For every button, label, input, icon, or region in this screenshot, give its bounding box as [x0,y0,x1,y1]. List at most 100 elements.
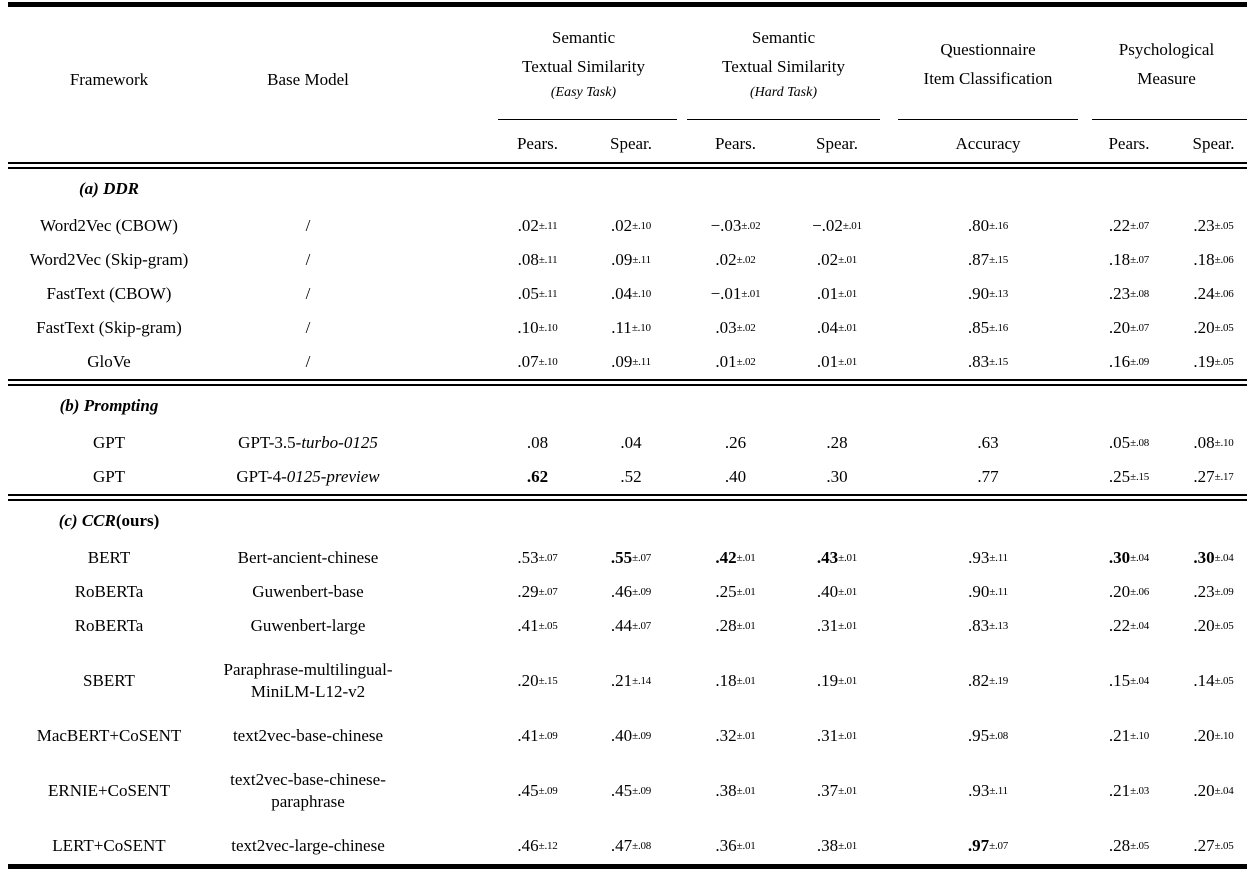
metric-cell: .44 ±.07 [585,609,677,643]
header-group-questionnaire: Questionnaire Item Classification [890,7,1086,120]
metric-value: .04 [610,284,633,303]
metric-std: ±.09 [538,785,558,797]
metric-std: ±.04 [1214,785,1234,797]
metric-cell: .25 ±.15 [1086,460,1172,494]
metric-value: .19 [816,671,839,690]
metric-std: ±.01 [838,254,858,266]
metric-std: ±.11 [632,254,651,266]
section-row: (b) Prompting [8,386,1247,426]
group-title-line: Questionnaire [940,39,1036,59]
metric-value: .20 [1193,726,1215,745]
table-row: RoBERTa Guwenbert-large .41 ±.05.44 ±.07.28 ±… [8,609,1247,643]
metric-std: ±.13 [989,288,1009,300]
metric-value: .20 [1108,318,1131,337]
metric-cell: .19 ±.05 [1172,345,1247,379]
metric-value: .42 [715,548,737,567]
metric-cell: .09 ±.11 [585,345,677,379]
metric-cell: .40 ±.01 [784,575,890,609]
metric-value: .45 [610,781,633,800]
base-model-cell: / [210,277,490,311]
table-row: Word2Vec (Skip-gram) / .08 ±.11.09 ±.11.02 ±.… [8,243,1247,277]
base-model-cell: / [210,311,490,345]
framework-cell: GPT [92,467,126,486]
metric-std: ±.10 [538,356,558,368]
table-header: Framework Base Model Semantic Textual Si… [8,7,1247,162]
metric-value: .20 [1193,781,1215,800]
metric-cell: .20 ±.06 [1086,575,1172,609]
metric-value: .19 [1193,352,1215,371]
metric-value: .09 [611,250,633,269]
group-subtitle: (Easy Task) [550,84,617,100]
metric-std: ±.01 [736,840,756,852]
metric-cell: .20 ±.04 [1172,753,1247,829]
metric-cell: .29 ±.07 [490,575,585,609]
metric-value: .62 [526,467,549,486]
metric-std: ±.01 [838,785,858,797]
metric-value: .10 [517,318,539,337]
metric-std: ±.10 [632,220,652,232]
metric-std: ±.01 [741,288,761,300]
metric-value: .53 [517,548,539,567]
metric-std: ±.01 [736,730,756,742]
metric-std: ±.09 [1214,586,1234,598]
base-model-cell: GPT-4-0125-preview [210,460,490,494]
section-row: (c) CCR (ours) [8,501,1247,541]
metric-value: .04 [816,318,839,337]
metric-std: ±.08 [989,730,1009,742]
metric-value: .83 [967,352,990,371]
base-model-text: MiniLM-L12-v2 [250,682,366,701]
metric-std: ±.09 [632,730,652,742]
metric-cell: .87 ±.15 [890,243,1086,277]
metric-cell: .02 ±.10 [585,209,677,243]
metric-std: ±.01 [736,785,756,797]
section-label: (a) DDR [8,169,210,209]
metric-std: ±.06 [1130,586,1150,598]
metric-cell: .23 ±.05 [1172,209,1247,243]
framework-cell: Word2Vec (CBOW) [40,216,178,235]
metric-value: .37 [816,781,839,800]
metric-std: ±.01 [736,620,756,632]
table-body: (a) DDR Word2Vec (CBOW) / .02 ±.11.02 ±.10 −.0… [0,169,1255,863]
metric-cell: .26 [677,426,784,460]
base-model-cell: / [210,243,490,277]
metric-cell: .25 ±.01 [677,575,784,609]
metric-value: −.01 [710,284,742,303]
base-model-line: text2vec-base-chinese- [230,769,386,791]
metric-value: .23 [1193,216,1215,235]
metric-std: ±.08 [632,840,652,852]
metric-cell: .46 ±.12 [490,829,585,863]
metric-cell: .18 ±.01 [677,643,784,719]
metric-value: .02 [715,250,737,269]
metric-cell: .28 ±.05 [1086,829,1172,863]
metric-cell: .20 ±.07 [1086,311,1172,345]
group-title-line: Measure [1137,68,1196,88]
metric-std: ±.01 [838,675,858,687]
base-model-text: 0125-preview [286,467,380,486]
metric-std: ±.01 [838,552,858,564]
group-title-line: Semantic [551,27,616,47]
framework-cell: GloVe [87,352,131,371]
metric-value: .09 [611,352,633,371]
base-model-text: GPT-3.5- [238,433,302,452]
metric-value: .08 [1193,433,1215,452]
metric-std: ±.08 [1130,288,1150,300]
metric-value: .02 [517,216,539,235]
base-model-cell: text2vec-base-chinese-paraphrase [210,753,490,829]
metric-value: .08 [517,250,539,269]
base-model-line: / [306,351,311,373]
metric-value: .63 [977,433,999,452]
metric-cell: −.03 ±.02 [677,209,784,243]
metric-std: ±.01 [838,730,858,742]
metric-std: ±.07 [989,840,1009,852]
metric-cell: .01 ±.01 [784,345,890,379]
metric-cell: .19 ±.01 [784,643,890,719]
base-model-text: Guwenbert-base [252,582,364,601]
metric-std: ±.11 [538,220,558,232]
metric-value: .77 [977,467,999,486]
metric-std: ±.10 [1130,730,1150,742]
metric-std: ±.10 [1214,437,1234,449]
metric-value: .85 [967,318,990,337]
metric-cell: .85 ±.16 [890,311,1086,345]
metric-std: ±.11 [632,356,651,368]
base-model-text: text2vec-base-chinese [232,726,384,745]
